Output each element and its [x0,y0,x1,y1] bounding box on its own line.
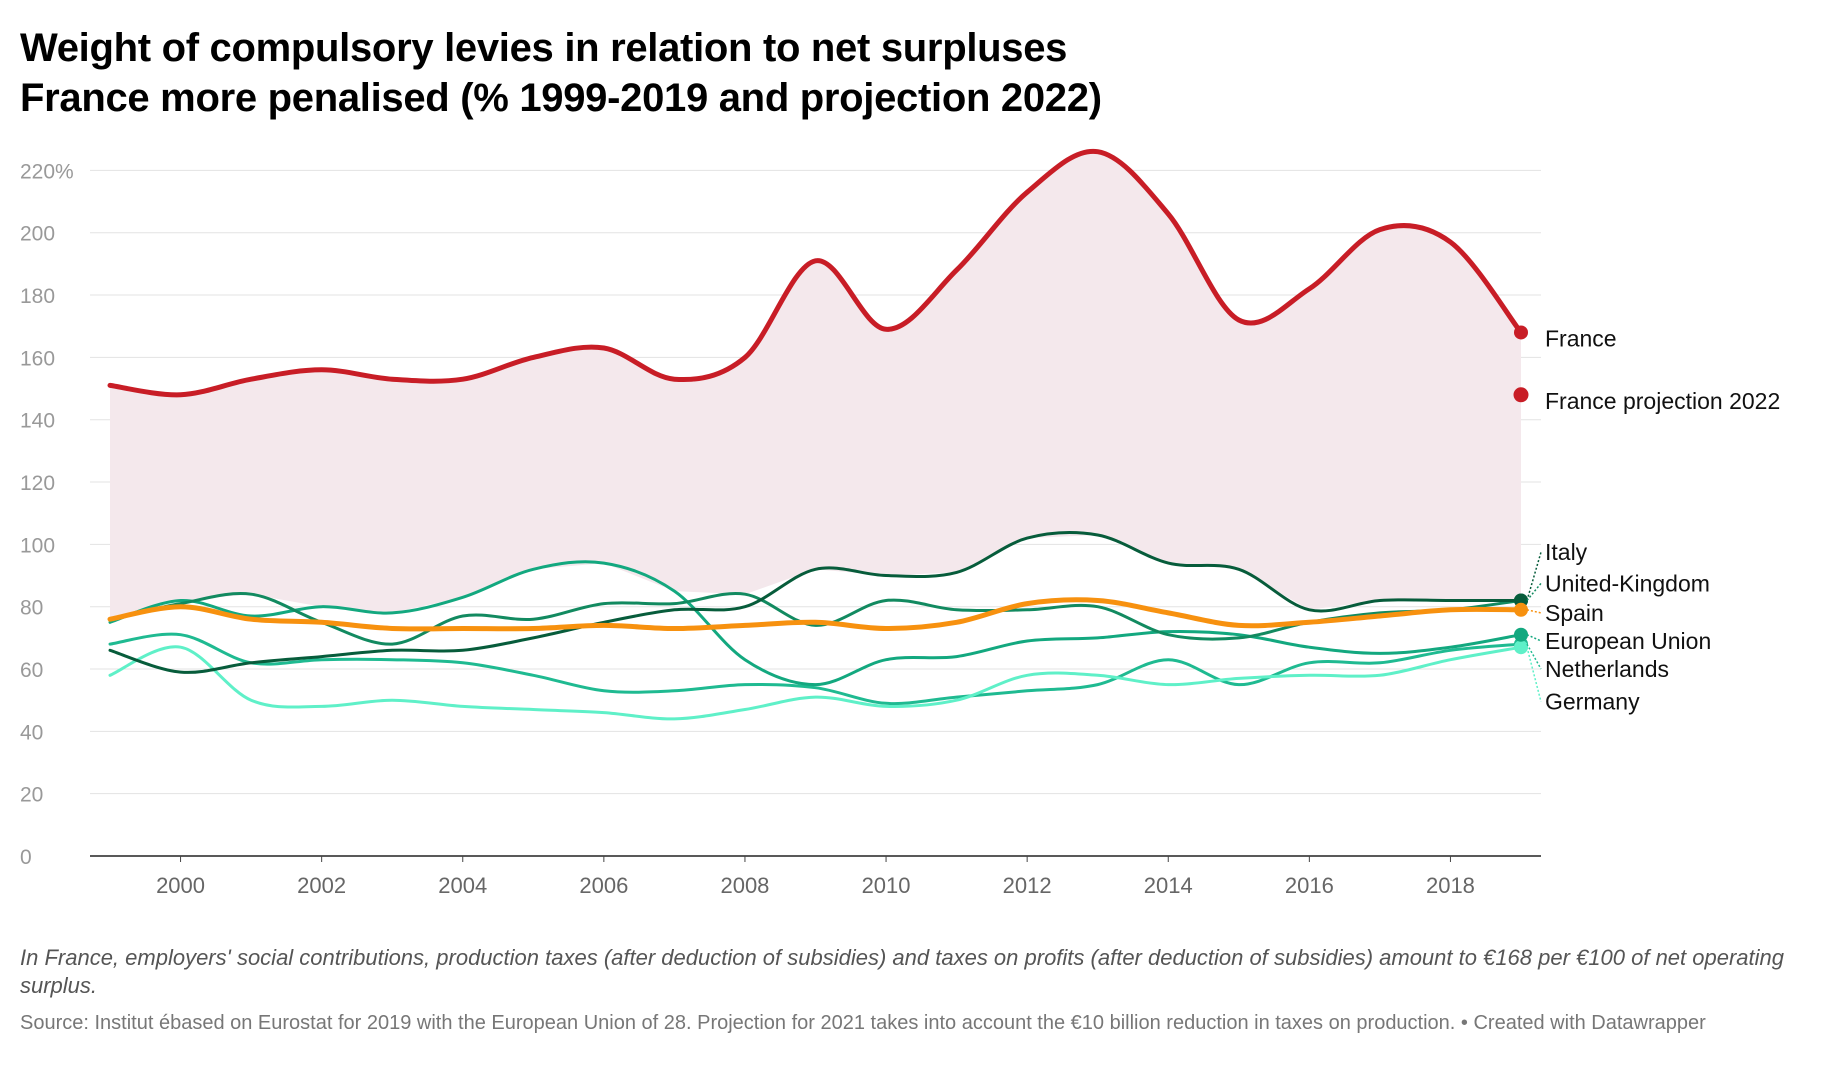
series-line-european-union [108,560,1523,687]
end-label-france: France [1545,326,1617,352]
end-label-spain: Spain [1545,600,1604,626]
series-line-netherlands [108,632,1523,706]
y-tick-label-140: 140 [20,410,55,433]
y-axis: 0 20 40 60 80 100 120 140 160 180 200 220% [20,160,74,869]
y-tick-label-20: 20 [20,784,43,807]
france-area-fill [110,151,1521,620]
y-tick-label-80: 80 [20,597,43,620]
end-markers [1513,325,1529,655]
end-marker-france [1514,325,1528,340]
x-tick-label-2012: 2012 [1003,873,1052,898]
end-label-france-projection-2022: France projection 2022 [1545,388,1780,414]
x-tick-label-2006: 2006 [579,873,628,898]
x-tick-label-2018: 2018 [1426,873,1475,898]
y-tick-label-40: 40 [20,721,43,744]
chart-subtitle: France more penalised (% 1999-2019 and p… [20,76,1102,120]
y-tick-label-100: 100 [20,534,55,557]
line-chart: 2000 2002 2004 2006 2008 2010 2012 2014 2016 2018… [20,148,1780,898]
x-tick-label-2008: 2008 [720,873,769,898]
end-label-germany: Germany [1545,689,1640,715]
series-line-spain [107,597,1524,632]
y-tick-label-200: 200 [20,223,55,246]
y-tick-label-60: 60 [20,659,43,682]
chart-note: In France, employers' social contributio… [20,945,1784,998]
x-tick-label-2002: 2002 [297,873,346,898]
connector-netherlands [1526,643,1542,670]
end-marker-germany [1514,640,1528,655]
y-tick-label-120: 120 [20,472,55,495]
end-label-netherlands: Netherlands [1545,656,1669,682]
y-tick-label-180: 180 [20,285,55,308]
y-tick-label-0: 0 [20,846,32,869]
x-tick-label-2014: 2014 [1144,873,1193,898]
connector-european-union [1526,634,1542,642]
x-tick-label-2000: 2000 [156,873,205,898]
series-lines [107,148,1524,721]
end-label-italy: Italy [1545,539,1588,565]
y-tick-label-160: 160 [20,347,55,370]
area-france [110,151,1521,620]
connector-spain [1526,609,1542,614]
x-tick-label-2016: 2016 [1285,873,1334,898]
end-label-european-union: European Union [1545,628,1711,654]
series-line-france [107,148,1524,398]
series-line-italy [108,531,1523,674]
end-labels: France France projection 2022 Italy United-… [1526,326,1780,715]
y-tick-label-220: 220% [20,160,74,183]
chart-source: Source: Institut ébased on Eurostat for … [20,1012,1706,1034]
x-tick-label-2010: 2010 [862,873,911,898]
series-line-united-kingdom [108,592,1523,646]
connector-italy [1526,551,1542,601]
end-marker-european-union [1514,627,1528,642]
x-axis: 2000 2002 2004 2006 2008 2010 2012 2014 2016 2018 [156,856,1475,898]
end-marker-spain [1514,602,1528,617]
connector-germany [1526,647,1542,702]
series-line-germany [108,645,1523,721]
end-label-united-kingdom: United-Kingdom [1545,570,1710,596]
chart-title: Weight of compulsory levies in relation … [20,26,1068,70]
x-tick-label-2004: 2004 [438,873,487,898]
end-marker-france-projection-2022 [1513,387,1529,403]
